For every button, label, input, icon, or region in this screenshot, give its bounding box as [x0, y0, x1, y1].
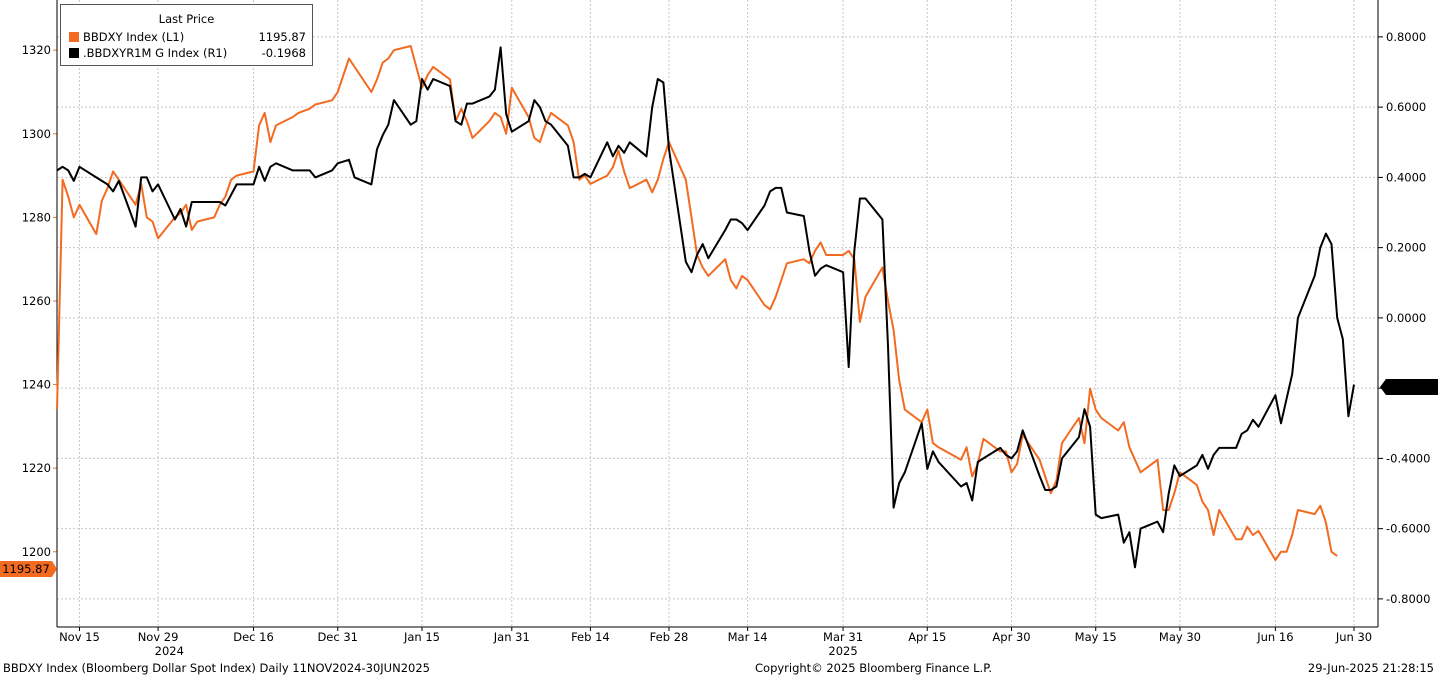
- x-tick-label: Nov 15: [59, 630, 100, 644]
- x-tick-label: Jun 30: [1335, 630, 1372, 644]
- last-value-tag-arrow-left: [52, 561, 57, 578]
- year-label: 2024: [155, 644, 184, 658]
- series-layer: [56, 45, 1355, 569]
- x-tick-label: Apr 30: [992, 630, 1030, 644]
- left-tick-label: 1260: [22, 294, 51, 308]
- series-line-bbdxy: [56, 45, 1338, 562]
- x-tick-label: Jun 16: [1256, 630, 1293, 644]
- x-tick-label: Mar 31: [823, 630, 863, 644]
- legend-value: -0.1968: [261, 46, 306, 60]
- right-tick-label: 0.2000: [1386, 241, 1426, 255]
- x-tick-label: Feb 28: [650, 630, 689, 644]
- x-tick-label: Dec 31: [317, 630, 358, 644]
- x-tick-label: Feb 14: [571, 630, 610, 644]
- legend-item-bbdxyr1m: .BBDXYR1M G Index (R1): [69, 46, 227, 60]
- footer-timestamp: 29-Jun-2025 21:28:15: [1307, 661, 1434, 675]
- grid: [57, 0, 1378, 627]
- legend-item-bbdxy: BBDXY Index (L1): [69, 30, 184, 44]
- legend-swatch-orange: [69, 32, 79, 42]
- right-tick-label: 0.6000: [1386, 100, 1426, 114]
- footer-description: BBDXY Index (Bloomberg Dollar Spot Index…: [3, 661, 430, 675]
- right-tick-label: 0.0000: [1386, 311, 1426, 325]
- left-tick-label: 1240: [22, 378, 51, 392]
- legend-label: BBDXY Index (L1): [83, 30, 185, 44]
- x-tick-label: Apr 15: [908, 630, 946, 644]
- last-value-tag-left: [0, 561, 52, 578]
- last-value-label-right: -0.1968: [1390, 380, 1434, 394]
- right-tick-label: 0.4000: [1386, 170, 1426, 184]
- axes: [53, 0, 1383, 631]
- left-tick-label: 1200: [22, 545, 51, 559]
- legend-title: Last Price: [158, 12, 215, 26]
- legend-label: .BBDXYR1M G Index (R1): [83, 46, 228, 60]
- legend-value: 1195.87: [258, 30, 306, 44]
- left-tick-label: 1300: [22, 127, 51, 141]
- last-value-label-left: 1195.87: [2, 562, 50, 576]
- left-tick-label: 1320: [22, 43, 51, 57]
- last-value-tag-right: [1380, 379, 1438, 396]
- right-tick-label: -0.6000: [1386, 522, 1430, 536]
- x-tick-label: Nov 29: [138, 630, 179, 644]
- x-tick-label: Dec 16: [233, 630, 274, 644]
- legend-swatch-black: [69, 48, 79, 58]
- x-tick-label: Mar 14: [728, 630, 768, 644]
- legend: Last Price BBDXY Index (L1) 1195.87 .BBD…: [60, 4, 313, 66]
- axis-labels: Nov 15 Nov 29 Dec 16 Dec 31 Jan 15 Jan 31 Feb …: [0, 30, 1438, 658]
- right-tick-label: -0.4000: [1386, 451, 1430, 465]
- series-line-bbdxyr1m: [56, 46, 1355, 569]
- x-tick-label: Jan 31: [493, 630, 530, 644]
- left-tick-label: 1220: [22, 461, 51, 475]
- right-tick-label: 0.8000: [1386, 30, 1426, 44]
- x-tick-label: Jan 15: [403, 630, 440, 644]
- left-tick-label: 1280: [22, 210, 51, 224]
- x-tick-label: May 15: [1075, 630, 1117, 644]
- footer-copyright: Copyright© 2025 Bloomberg Finance L.P.: [755, 661, 992, 675]
- year-label: 2025: [828, 644, 857, 658]
- right-tick-label: -0.8000: [1386, 592, 1430, 606]
- x-tick-label: May 30: [1159, 630, 1201, 644]
